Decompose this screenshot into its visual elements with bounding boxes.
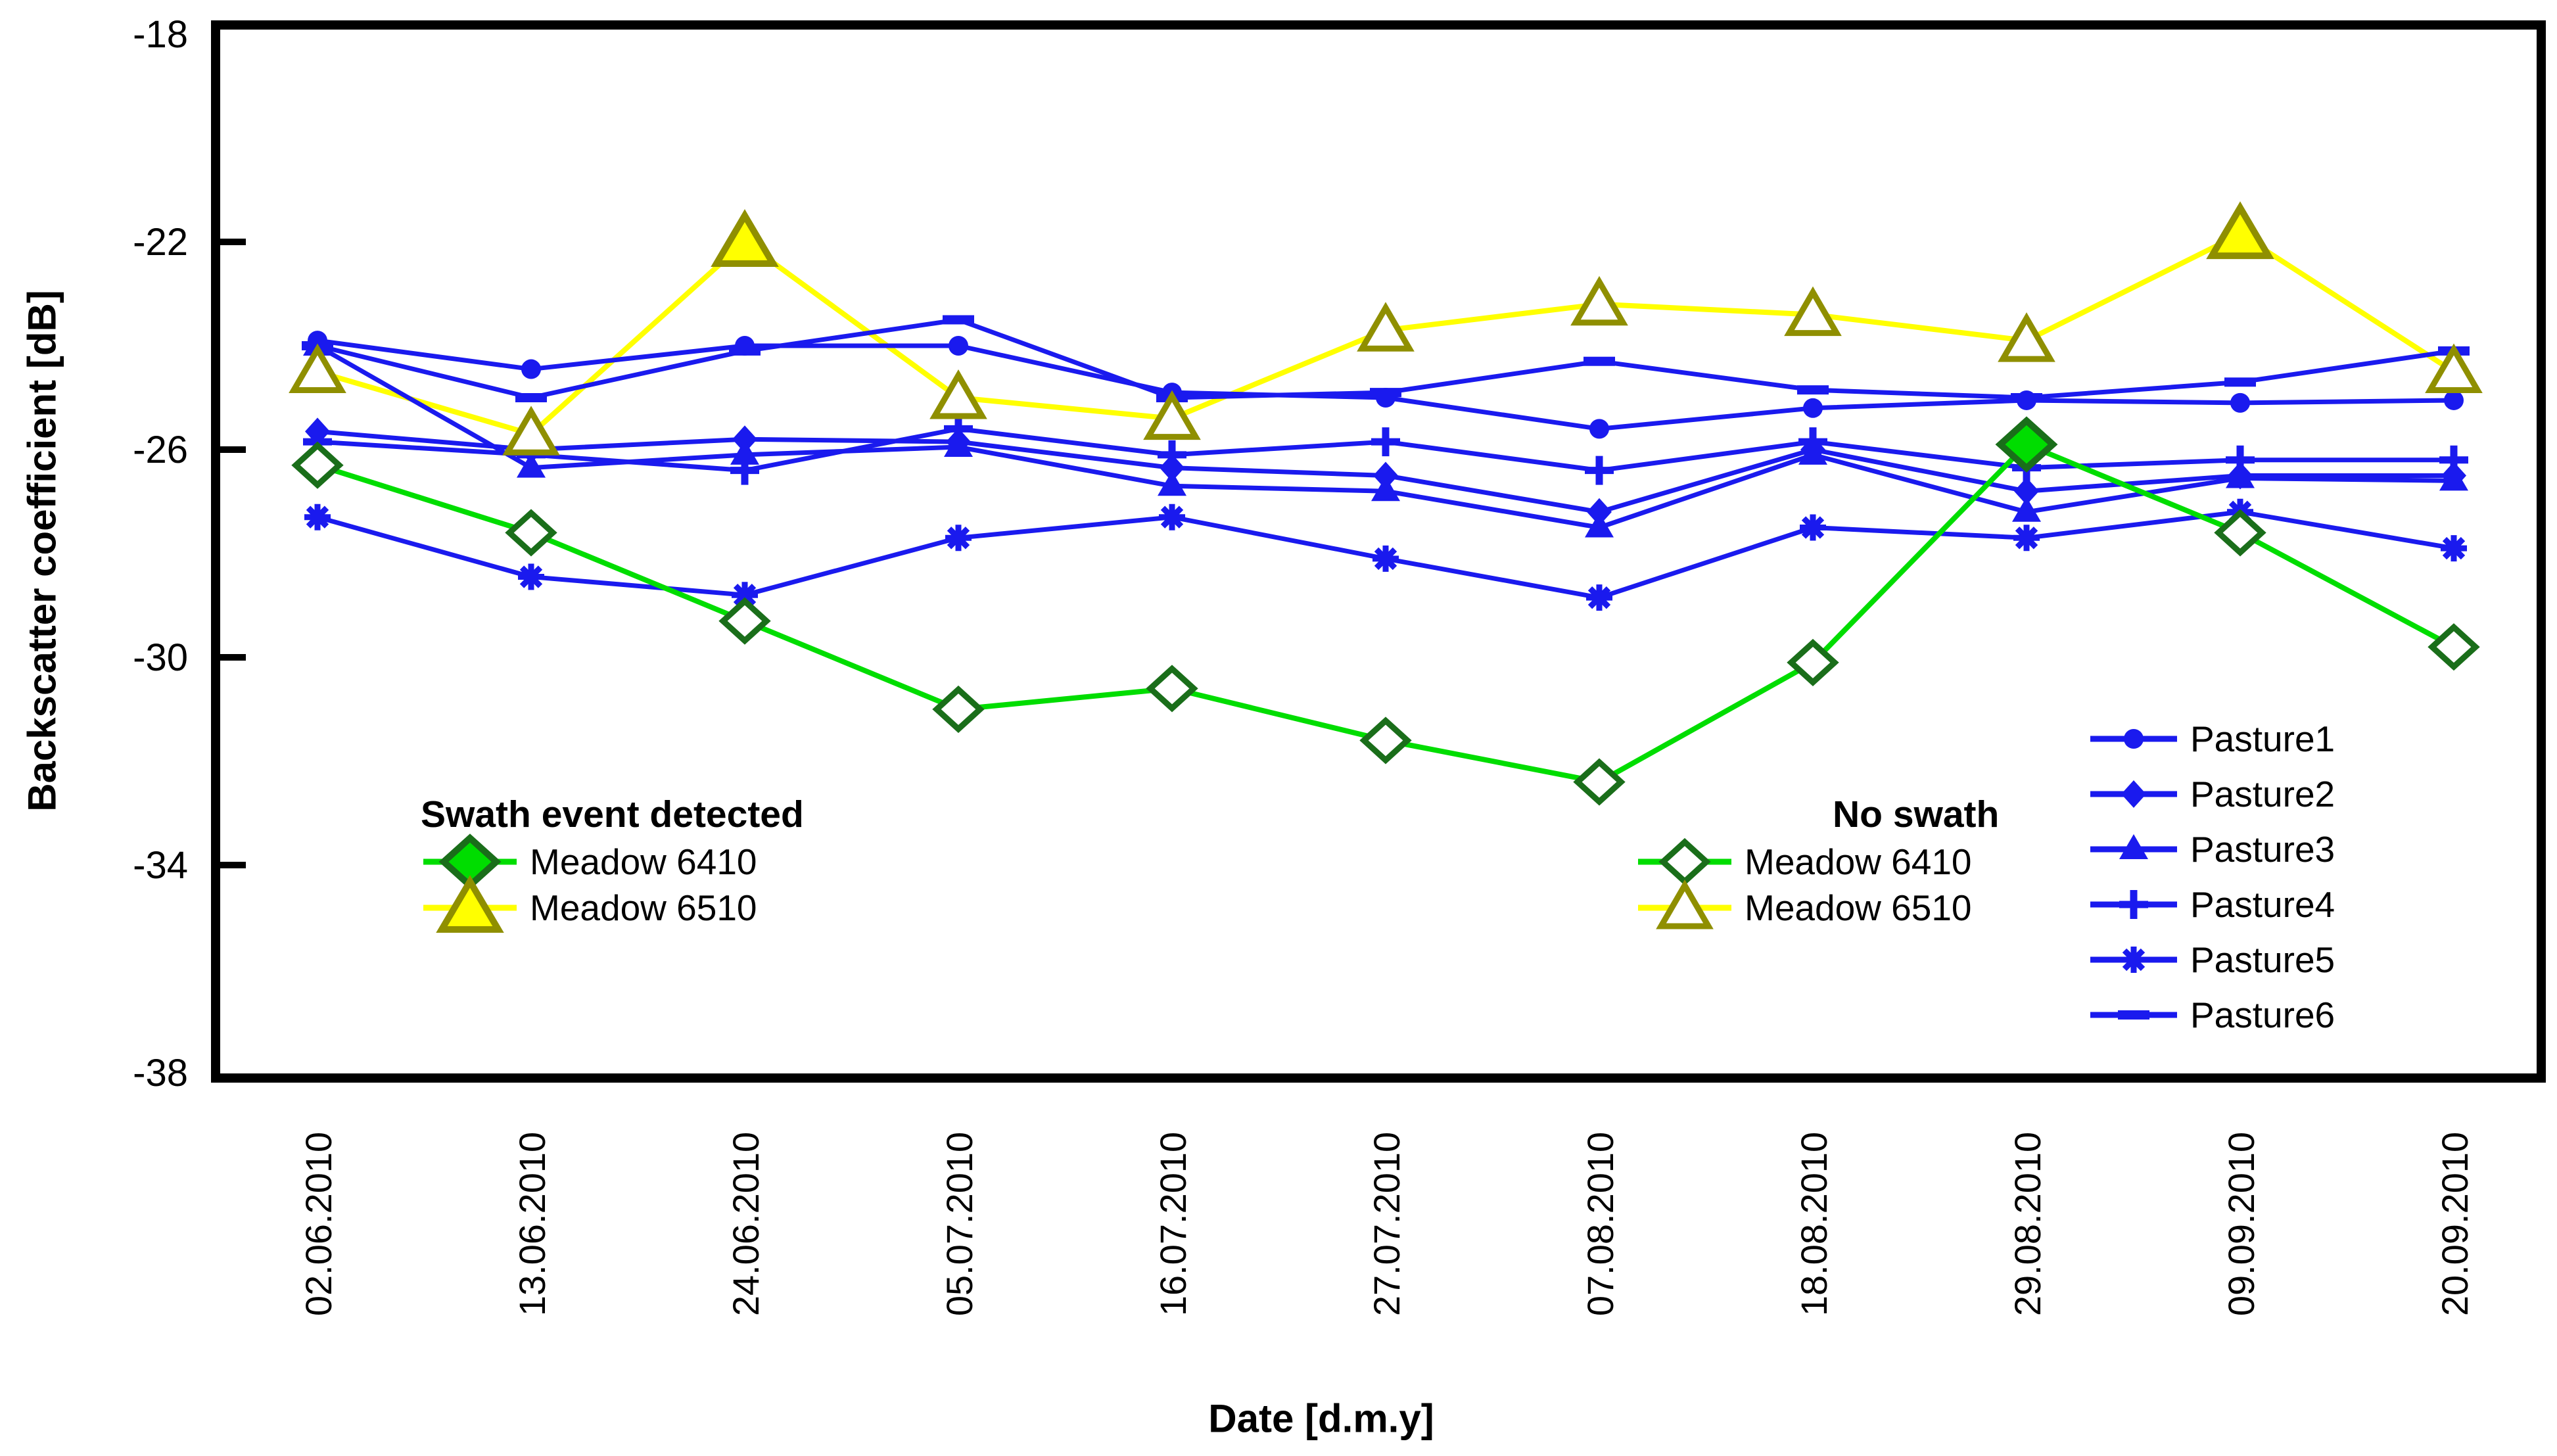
x-tick-label: 24.06.2010 xyxy=(725,1132,766,1316)
open-green-diamond-icon xyxy=(1638,837,1731,886)
x-tick-label: 09.09.2010 xyxy=(2220,1132,2262,1316)
legend-item-pasture1: Pasture1 xyxy=(2088,711,2335,766)
legend-label: Meadow 6410 xyxy=(530,841,757,882)
legend-label: Pasture6 xyxy=(2190,995,2335,1035)
blue-star-marker-icon xyxy=(2090,947,2177,973)
y-tick-label: -18 xyxy=(133,13,188,56)
y-tick-label: -38 xyxy=(133,1052,188,1094)
y-axis: -18 -22 -26 -30 -34 -38 xyxy=(133,13,246,1094)
filled-yellow-triangle-icon xyxy=(423,875,517,933)
legend-no-swath: No swath Meadow 6410 Meadow 6510 xyxy=(1635,790,1999,931)
legend-item-noswath-meadow6510: Meadow 6510 xyxy=(1635,880,1999,931)
open-yellow-triangle-icon xyxy=(1638,880,1731,929)
legend-label: Pasture2 xyxy=(2190,774,2335,814)
legend-pastures: Pasture1 Pasture2 Pasture3 Pasture4 Past… xyxy=(2088,711,2335,1043)
x-tick-label: 05.07.2010 xyxy=(939,1132,980,1316)
legend-item-pasture4: Pasture4 xyxy=(2088,877,2335,932)
x-tick-label: 18.08.2010 xyxy=(1793,1132,1835,1316)
y-tick-label: -34 xyxy=(133,844,188,887)
legend-label: Pasture3 xyxy=(2190,829,2335,870)
x-tick-label: 29.08.2010 xyxy=(2007,1132,2048,1316)
legend-label: Pasture5 xyxy=(2190,939,2335,980)
x-tick-label: 16.07.2010 xyxy=(1152,1132,1194,1316)
legend-swath-event: Swath event detected Meadow 6410 Meadow … xyxy=(421,790,804,933)
blue-plus-marker-icon xyxy=(2090,890,2177,919)
blue-diamond-marker-icon xyxy=(2090,780,2177,808)
y-tick-label: -26 xyxy=(133,429,188,471)
plot-border xyxy=(211,20,2546,1083)
series-meadow6410-markers xyxy=(291,416,2480,806)
x-axis: 02.06.2010 13.06.2010 24.06.2010 05.07.2010… xyxy=(298,1132,2475,1316)
legend-label: Meadow 6510 xyxy=(1745,887,1972,928)
series-meadow6510-markers xyxy=(289,201,2483,456)
x-tick-label: 20.09.2010 xyxy=(2434,1132,2475,1316)
legend-swath-title: Swath event detected xyxy=(421,793,804,835)
series-pasture5-markers xyxy=(304,498,2467,611)
y-tick-label: -30 xyxy=(133,636,188,679)
series-pasture1-line xyxy=(317,338,2454,431)
legend-item-pasture3: Pasture3 xyxy=(2088,822,2335,877)
blue-triangle-marker-icon xyxy=(2090,834,2177,859)
blue-dash-marker-icon xyxy=(2090,1010,2177,1020)
legend-item-swath-meadow6410: Meadow 6410 xyxy=(421,834,804,890)
x-tick-label: 02.06.2010 xyxy=(298,1132,339,1316)
legend-item-noswath-meadow6410: Meadow 6410 xyxy=(1635,837,1999,886)
y-axis-title: Backscatter coefficient [dB] xyxy=(20,290,64,812)
legend-item-swath-meadow6510: Meadow 6510 xyxy=(421,875,804,933)
legend-label: Pasture4 xyxy=(2190,884,2335,925)
y-tick-label: -22 xyxy=(133,221,188,264)
x-axis-title: Date [d.m.y] xyxy=(1208,1396,1434,1441)
blue-circle-marker-icon xyxy=(2090,729,2177,749)
legend-label: Meadow 6410 xyxy=(1745,841,1972,882)
legend-no-swath-title: No swath xyxy=(1833,793,2000,835)
legend-item-pasture6: Pasture6 xyxy=(2088,987,2335,1043)
legend-label: Meadow 6510 xyxy=(530,887,757,928)
legend-item-pasture5: Pasture5 xyxy=(2088,932,2335,987)
x-tick-label: 27.07.2010 xyxy=(1366,1132,1407,1316)
legend-label: Pasture1 xyxy=(2190,718,2335,759)
x-tick-label: 13.06.2010 xyxy=(511,1132,553,1316)
x-tick-label: 07.08.2010 xyxy=(1580,1132,1621,1316)
legend-item-pasture2: Pasture2 xyxy=(2088,766,2335,822)
